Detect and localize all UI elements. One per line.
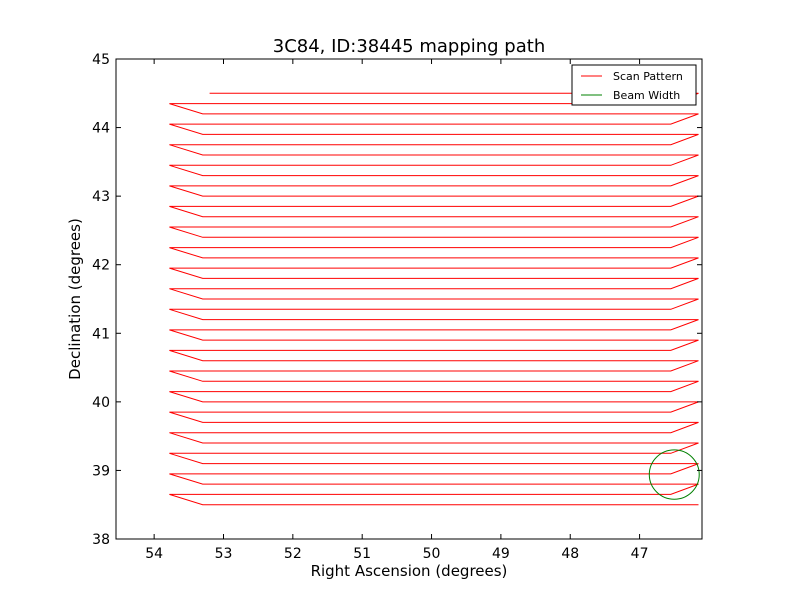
x-tick-label: 53 <box>215 546 233 562</box>
x-tick-label: 52 <box>284 546 302 562</box>
legend: Scan Pattern Beam Width <box>571 64 697 106</box>
y-tick-label: 43 <box>92 189 110 205</box>
y-tick-label: 39 <box>92 463 110 479</box>
y-tick-label: 41 <box>92 326 110 342</box>
y-axis-label: Declination (degrees) <box>66 218 84 380</box>
scan-pattern-line <box>169 92 699 506</box>
legend-label-beam-width: Beam Width <box>613 89 680 102</box>
x-tick-label: 48 <box>561 546 579 562</box>
x-tick-label: 51 <box>353 546 371 562</box>
legend-box <box>571 64 697 106</box>
axes-frame <box>115 58 703 540</box>
legend-label-scan-pattern: Scan Pattern <box>613 70 683 83</box>
x-tick-label: 49 <box>492 546 510 562</box>
x-tick-label: 47 <box>631 546 649 562</box>
y-tick-label: 38 <box>92 532 110 548</box>
plot-area <box>169 92 700 506</box>
chart-title: 3C84, ID:38445 mapping path <box>273 36 545 57</box>
y-tick-label: 45 <box>92 52 110 68</box>
y-tick-label: 42 <box>92 258 110 274</box>
x-tick-label: 50 <box>423 546 441 562</box>
beam-width-circle <box>648 449 700 500</box>
x-axis-label: Right Ascension (degrees) <box>311 562 508 580</box>
y-tick-label: 40 <box>92 395 110 411</box>
x-axis-ticks: 54 53 52 51 50 49 48 47 <box>145 59 648 562</box>
y-tick-label: 44 <box>92 121 110 137</box>
y-axis-ticks: 38 39 40 41 42 43 44 45 <box>92 52 702 548</box>
x-tick-label: 54 <box>145 546 163 562</box>
